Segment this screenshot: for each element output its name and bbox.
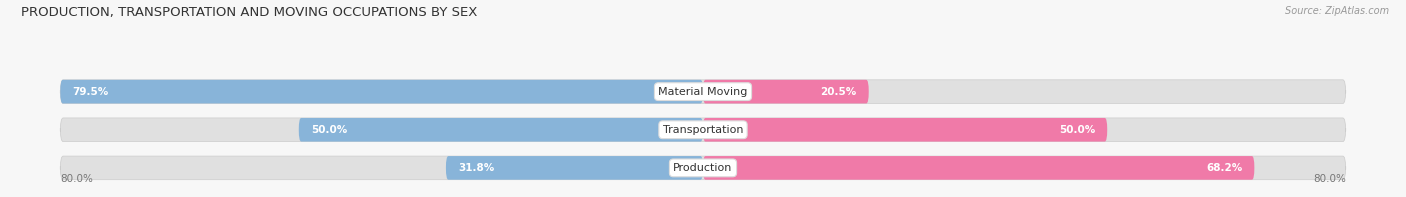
Text: 79.5%: 79.5% (73, 87, 108, 97)
FancyBboxPatch shape (446, 156, 703, 180)
Text: 68.2%: 68.2% (1206, 163, 1243, 173)
FancyBboxPatch shape (703, 80, 869, 103)
Text: Material Moving: Material Moving (658, 87, 748, 97)
Text: 80.0%: 80.0% (60, 174, 93, 184)
Text: Production: Production (673, 163, 733, 173)
FancyBboxPatch shape (60, 80, 1346, 103)
FancyBboxPatch shape (60, 156, 1346, 180)
Text: 31.8%: 31.8% (458, 163, 495, 173)
FancyBboxPatch shape (299, 118, 703, 142)
Text: PRODUCTION, TRANSPORTATION AND MOVING OCCUPATIONS BY SEX: PRODUCTION, TRANSPORTATION AND MOVING OC… (21, 6, 478, 19)
FancyBboxPatch shape (60, 118, 1346, 142)
FancyBboxPatch shape (703, 156, 1254, 180)
Text: Transportation: Transportation (662, 125, 744, 135)
FancyBboxPatch shape (60, 80, 703, 103)
Text: 50.0%: 50.0% (311, 125, 347, 135)
Text: 50.0%: 50.0% (1059, 125, 1095, 135)
Text: 80.0%: 80.0% (1313, 174, 1346, 184)
FancyBboxPatch shape (703, 118, 1108, 142)
Text: Source: ZipAtlas.com: Source: ZipAtlas.com (1285, 6, 1389, 16)
Text: 20.5%: 20.5% (820, 87, 856, 97)
